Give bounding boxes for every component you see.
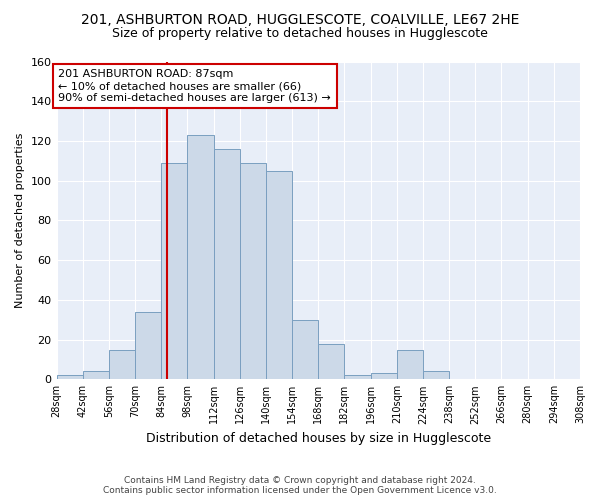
Bar: [83, 372, 109, 380]
Bar: [240, 163, 266, 380]
Bar: [318, 344, 344, 380]
Bar: [344, 376, 371, 380]
Y-axis label: Number of detached properties: Number of detached properties: [15, 132, 25, 308]
Bar: [292, 320, 318, 380]
Bar: [371, 374, 397, 380]
X-axis label: Distribution of detached houses by size in Hugglescote: Distribution of detached houses by size …: [146, 432, 491, 445]
Bar: [423, 372, 449, 380]
Bar: [161, 163, 187, 380]
Bar: [397, 350, 423, 380]
Text: Contains HM Land Registry data © Crown copyright and database right 2024.
Contai: Contains HM Land Registry data © Crown c…: [103, 476, 497, 495]
Bar: [214, 149, 240, 380]
Bar: [109, 350, 135, 380]
Bar: [187, 135, 214, 380]
Bar: [266, 170, 292, 380]
Text: 201, ASHBURTON ROAD, HUGGLESCOTE, COALVILLE, LE67 2HE: 201, ASHBURTON ROAD, HUGGLESCOTE, COALVI…: [81, 12, 519, 26]
Text: 201 ASHBURTON ROAD: 87sqm
← 10% of detached houses are smaller (66)
90% of semi-: 201 ASHBURTON ROAD: 87sqm ← 10% of detac…: [58, 70, 331, 102]
Text: Size of property relative to detached houses in Hugglescote: Size of property relative to detached ho…: [112, 28, 488, 40]
Bar: [135, 312, 161, 380]
Bar: [56, 376, 83, 380]
